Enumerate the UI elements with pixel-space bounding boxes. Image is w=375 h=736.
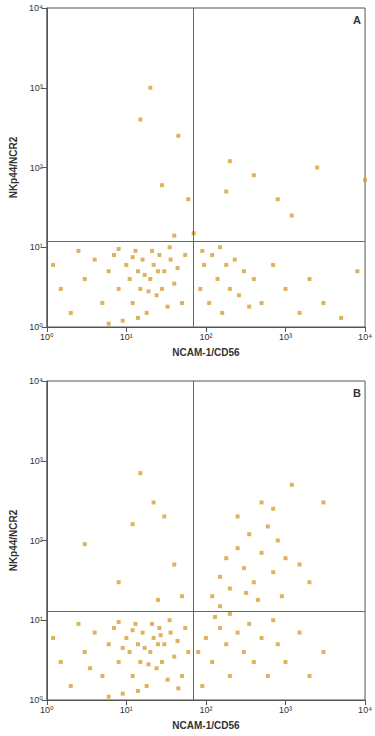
svg-text:10²: 10²	[199, 332, 212, 342]
svg-text:10⁴: 10⁴	[358, 332, 372, 342]
svg-text:NKp44/NCR2: NKp44/NCR2	[8, 136, 19, 198]
svg-text:10²: 10²	[30, 536, 43, 546]
svg-text:10³: 10³	[279, 332, 292, 342]
svg-text:NCAM-1/CD56: NCAM-1/CD56	[172, 720, 240, 731]
svg-text:10³: 10³	[30, 456, 43, 466]
svg-text:10⁰: 10⁰	[40, 332, 54, 342]
svg-text:10⁰: 10⁰	[29, 695, 43, 705]
svg-text:B: B	[353, 387, 361, 399]
svg-text:10⁰: 10⁰	[29, 322, 43, 332]
svg-text:10²: 10²	[199, 705, 212, 715]
svg-text:10¹: 10¹	[30, 615, 43, 625]
svg-text:10⁰: 10⁰	[40, 705, 54, 715]
svg-text:10¹: 10¹	[30, 242, 43, 252]
svg-text:10³: 10³	[30, 83, 43, 93]
svg-text:10⁴: 10⁴	[29, 376, 43, 386]
svg-text:NKp44/NCR2: NKp44/NCR2	[8, 509, 19, 571]
svg-text:10²: 10²	[30, 163, 43, 173]
svg-text:10¹: 10¹	[120, 332, 133, 342]
svg-text:10⁴: 10⁴	[358, 705, 372, 715]
svg-text:A: A	[353, 14, 361, 26]
svg-text:10³: 10³	[279, 705, 292, 715]
svg-text:10¹: 10¹	[120, 705, 133, 715]
svg-text:10⁴: 10⁴	[29, 3, 43, 13]
svg-text:NCAM-1/CD56: NCAM-1/CD56	[172, 347, 240, 358]
